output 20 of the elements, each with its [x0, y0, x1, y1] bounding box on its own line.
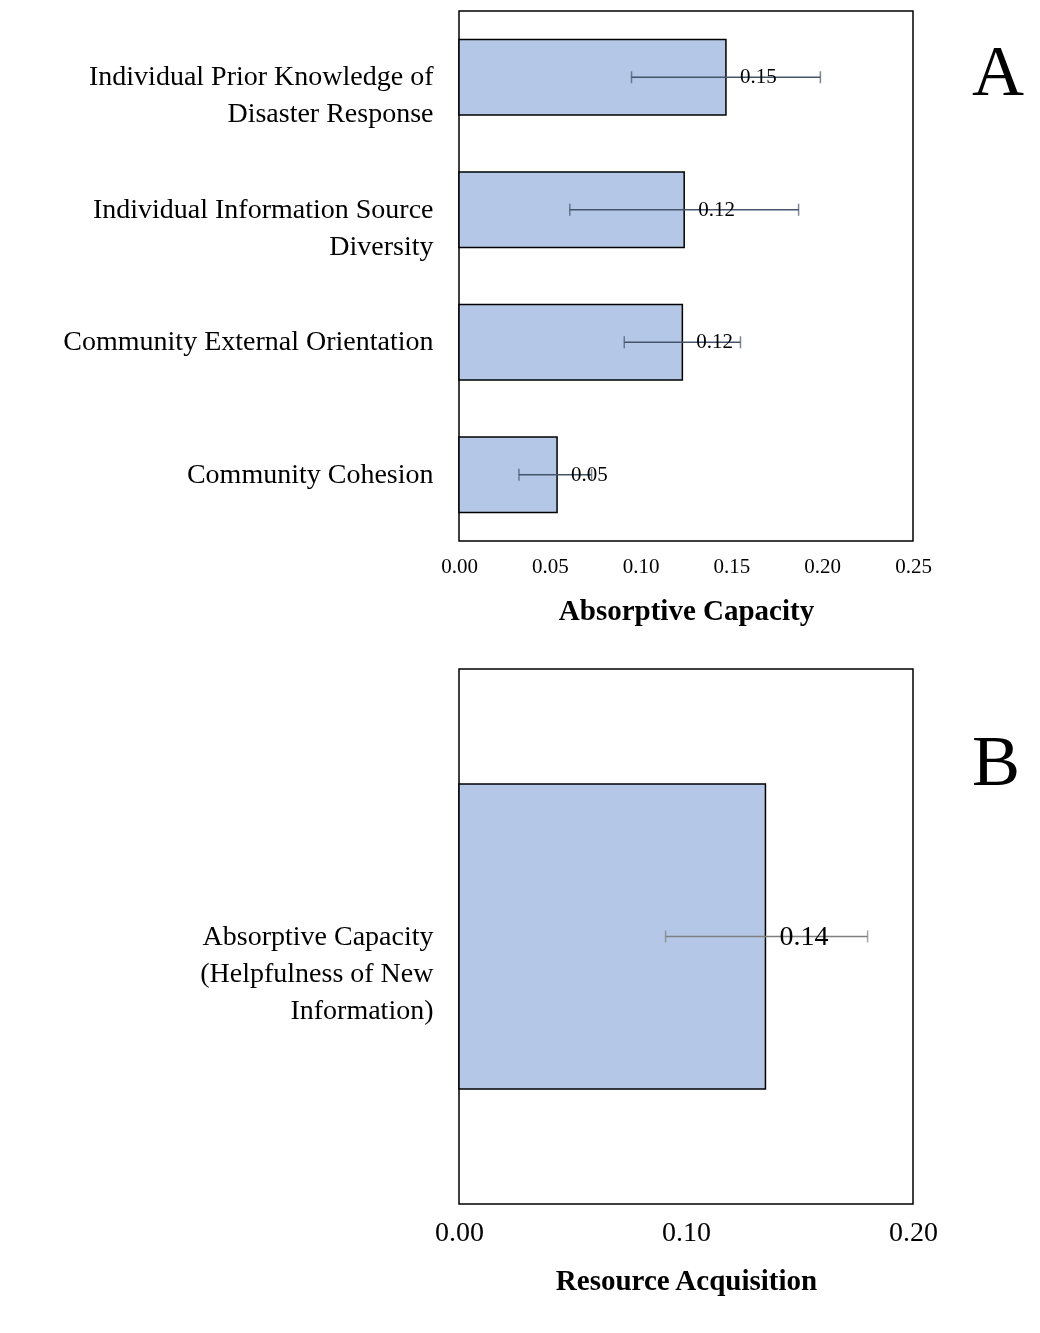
text: B: [972, 720, 1021, 803]
data-label: 0.14: [779, 919, 829, 951]
data-label: 0.05: [571, 461, 608, 486]
x-tick-label: 0.00: [435, 1215, 484, 1247]
text: A: [972, 30, 1024, 113]
x-axis-title: Absorptive Capacity: [558, 593, 815, 626]
y-tick-label: Community Cohesion: [186, 457, 434, 489]
y-tick-label: Absorptive Capacity (Helpfulness of New Information): [200, 919, 435, 1025]
x-tick-label: 0.10: [662, 1215, 711, 1247]
y-tick-label: Individual Information Source Diversity: [92, 192, 434, 261]
y-tick-label: Community External Orientation: [63, 325, 434, 357]
x-tick-label: 0.20: [889, 1215, 938, 1247]
x-tick-label: 0.05: [531, 553, 569, 578]
x-tick-label: 0.10: [622, 553, 660, 578]
y-tick-label: Individual Prior Knowledge of Disaster Response: [89, 60, 435, 129]
x-tick-label: 0.20: [804, 553, 842, 578]
x-axis-title: Resource Acquisition: [555, 1263, 818, 1296]
x-tick-label: 0.15: [713, 553, 751, 578]
x-tick-label: 0.25: [895, 553, 932, 578]
x-tick-label: 0.00: [441, 553, 478, 578]
